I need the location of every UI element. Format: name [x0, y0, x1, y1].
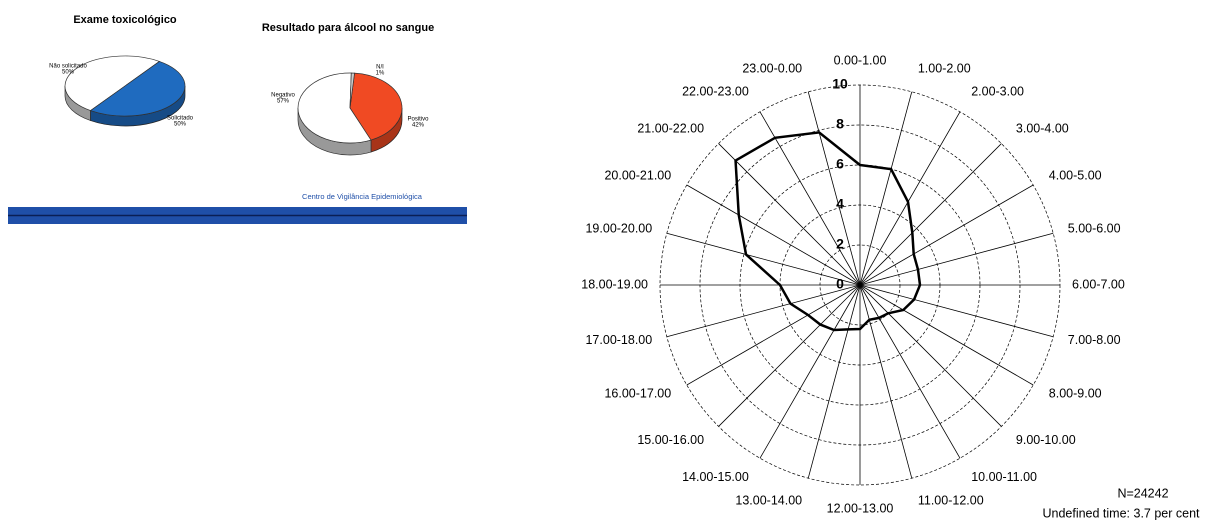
slice-label: Não solicitado [49, 64, 87, 70]
spoke [859, 284, 1034, 386]
spoke [859, 184, 1034, 286]
radar-line [734, 131, 922, 332]
grid-circle [819, 244, 901, 326]
annotation: Undefined time: 3.7 per cent [1042, 506, 1200, 520]
category-label: 15.00-16.00 [637, 433, 704, 447]
spoke [666, 284, 861, 338]
spoke [859, 284, 1002, 427]
y-tick-label: 4 [836, 196, 844, 212]
spoke [807, 91, 861, 286]
y-tick-label: 6 [836, 156, 844, 172]
category-label: 12.00-13.00 [827, 501, 894, 515]
category-label: 7.00-8.00 [1068, 333, 1121, 347]
pie-slice [64, 55, 161, 111]
category-label: 17.00-18.00 [585, 333, 652, 347]
chart-title: Exame toxicológico [73, 14, 177, 26]
pie-slice [349, 72, 403, 141]
pie [297, 72, 403, 156]
category-label: 14.00-15.00 [682, 470, 749, 484]
category-label: 0.00-1.00 [834, 53, 887, 67]
spoke [718, 284, 861, 427]
y-tick-label: 8 [836, 116, 844, 132]
grid-circle [659, 84, 1061, 486]
y-tick-label: 0 [836, 276, 844, 292]
spoke [859, 284, 961, 459]
category-label: 20.00-21.00 [604, 168, 671, 182]
category-label: 18.00-19.00 [581, 277, 648, 291]
slice-label: N/I [376, 65, 384, 71]
category-label: 16.00-17.00 [604, 386, 671, 400]
category-label: 21.00-22.00 [637, 121, 704, 135]
spoke [666, 232, 861, 286]
category-label: 19.00-20.00 [585, 222, 652, 236]
spoke [859, 284, 913, 479]
spoke [859, 232, 1054, 286]
category-label: 2.00-3.00 [971, 85, 1024, 99]
grid-circle [699, 124, 1021, 446]
category-label: 3.00-4.00 [1016, 121, 1069, 135]
spoke [807, 284, 861, 479]
spoke [759, 284, 861, 459]
category-label: 1.00-2.00 [918, 61, 971, 75]
spoke [859, 284, 1054, 338]
slice-label: Negativo [271, 93, 295, 99]
spoke [718, 143, 861, 286]
value-label: 50% [174, 122, 187, 128]
category-label: 13.00-14.00 [735, 493, 802, 507]
category-label: 9.00-10.00 [1016, 433, 1076, 447]
category-label: 4.00-5.00 [1049, 168, 1102, 182]
category-label: 6.00-7.00 [1072, 277, 1125, 291]
value-label: 42% [412, 123, 425, 129]
category-label: 10.00-11.00 [971, 470, 1037, 484]
value-label: 50% [62, 70, 75, 76]
value-label: 57% [277, 99, 290, 105]
slice-label: Positivo [407, 117, 429, 123]
spoke [859, 143, 1002, 286]
y-tick-label: 2 [836, 236, 844, 252]
category-label: 23.00-0.00 [742, 61, 802, 75]
category-label: 11.00-12.00 [918, 493, 984, 507]
y-tick-label: 10 [832, 76, 848, 92]
spoke [686, 284, 861, 386]
spoke [759, 111, 861, 286]
pie-slice [297, 72, 372, 144]
source: Centro de Vigilância Epidemiológica [302, 192, 423, 201]
slice-label: Solicitado [167, 116, 194, 122]
pie-slice [89, 61, 186, 117]
spoke [859, 91, 913, 286]
pie [64, 55, 186, 127]
chart-title: Resultado para álcool no sangue [262, 22, 434, 34]
value-label: 1% [376, 71, 385, 77]
pie-slice [349, 72, 355, 109]
category-label: 22.00-23.00 [682, 85, 749, 99]
spoke [686, 184, 861, 286]
category-label: 5.00-6.00 [1068, 222, 1121, 236]
annotation: N=24242 [1117, 486, 1168, 500]
spoke [859, 111, 961, 286]
category-label: 8.00-9.00 [1049, 386, 1102, 400]
